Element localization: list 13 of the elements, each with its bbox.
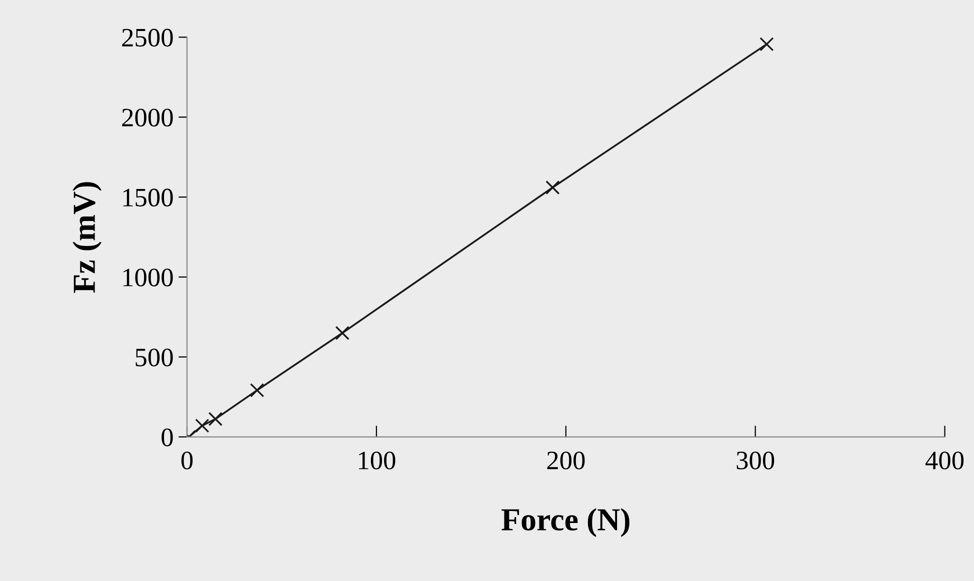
y-tick-label: 500 xyxy=(136,348,173,366)
x-tick-label: 400 xyxy=(926,452,964,470)
y-tick-label: 2000 xyxy=(122,108,173,127)
y-tick-label: 2500 xyxy=(122,28,173,47)
x-tick-label: 100 xyxy=(358,452,396,470)
x-tick-label: 200 xyxy=(547,452,585,470)
x-tick-label: 300 xyxy=(736,452,774,470)
y-axis-title: Fz (mV) xyxy=(72,182,102,293)
y-tick-label: 1000 xyxy=(123,268,173,286)
y-tick-label: 1500 xyxy=(123,188,173,206)
y-tick-label: 0 xyxy=(162,428,173,446)
x-tick-label: 0 xyxy=(181,452,193,470)
x-axis-title: Force (N) xyxy=(502,508,630,538)
